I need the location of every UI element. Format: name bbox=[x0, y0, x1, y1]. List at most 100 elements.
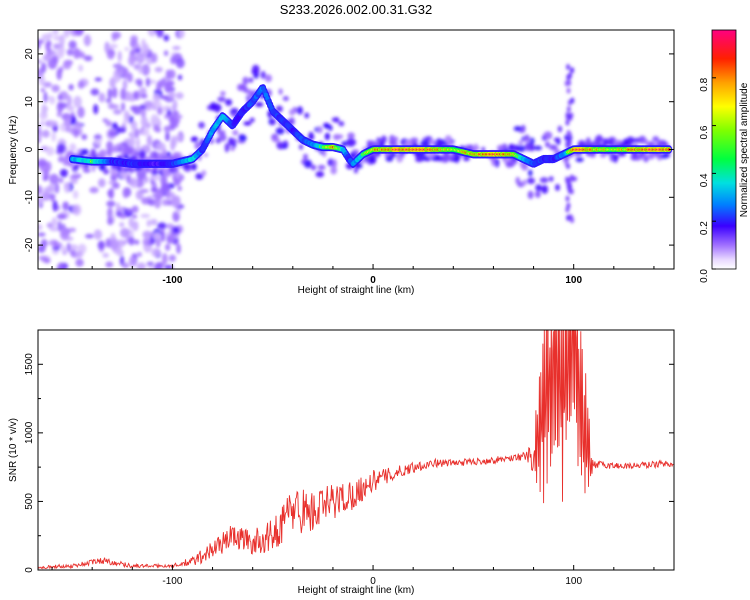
spectrogram-noise-blob bbox=[130, 120, 138, 130]
spectrogram-noise-blob bbox=[123, 110, 130, 121]
spectrogram-noise-blob bbox=[150, 174, 161, 181]
colorbar-tick-label: 0.6 bbox=[699, 125, 710, 139]
spectrogram-noise-blob bbox=[122, 187, 129, 199]
spectrogram-halo-blob bbox=[106, 147, 112, 156]
spectrogram-noise-blob bbox=[112, 144, 119, 153]
spectrogram-halo-blob bbox=[543, 131, 553, 140]
spectrogram-noise-blob bbox=[94, 77, 103, 82]
spectrogram-halo-blob bbox=[278, 88, 283, 95]
spectrogram-noise-blob bbox=[130, 35, 138, 43]
spectrogram-streak-blob bbox=[566, 214, 571, 221]
spectrogram-noise-blob bbox=[143, 100, 154, 108]
spectrogram-halo-blob bbox=[275, 105, 283, 113]
spectrogram-noise-blob bbox=[56, 262, 66, 269]
spectrogram-noise-blob bbox=[45, 41, 51, 51]
spectrogram-noise-blob bbox=[128, 255, 137, 268]
spectrogram-noise-blob bbox=[40, 87, 46, 93]
spectrogram-halo-blob bbox=[505, 161, 515, 167]
spectrogram-noise-blob bbox=[66, 48, 74, 56]
spectrogram-xtick-label: -100 bbox=[162, 275, 182, 286]
spectrogram-halo-blob bbox=[518, 139, 524, 146]
spectrogram-noise-blob bbox=[72, 190, 79, 199]
spectrogram-ridge bbox=[68, 84, 673, 169]
spectrogram-halo-blob bbox=[528, 169, 533, 177]
spectrogram-halo-blob bbox=[549, 144, 558, 151]
spectrogram-halo-blob bbox=[254, 102, 264, 108]
spectrogram-noise-blob bbox=[58, 66, 64, 73]
spectrogram-noise-blob bbox=[77, 80, 85, 89]
spectrogram-noise-blob bbox=[43, 258, 51, 264]
spectrogram-halo-blob bbox=[270, 119, 276, 126]
colorbar-ticks: 0.0 0.2 0.4 0.6 0.8 bbox=[699, 77, 716, 283]
spectrogram-halo-blob bbox=[389, 153, 398, 158]
spectrogram-noise-blob bbox=[135, 137, 141, 149]
colorbar-gradient bbox=[711, 29, 737, 270]
spectrogram-noise-blob bbox=[141, 38, 146, 48]
spectrogram-halo-blob bbox=[249, 117, 255, 123]
spectrogram-halo-blob bbox=[424, 156, 432, 162]
spectrogram-halo-blob bbox=[195, 173, 203, 180]
spectrogram-halo-blob bbox=[248, 77, 254, 83]
spectrogram-noise-blob bbox=[41, 191, 51, 201]
spectrogram-streak-blob bbox=[569, 174, 574, 181]
spectrogram-streak-blob bbox=[566, 106, 571, 113]
spectrogram-halo-blob bbox=[396, 154, 404, 163]
spectrogram-noise-blob bbox=[108, 43, 118, 49]
spectrogram-ytick-label: 20 bbox=[24, 48, 35, 60]
spectrogram-noise-blob bbox=[66, 105, 75, 112]
spectrogram-halo-blob bbox=[272, 138, 281, 143]
spectrogram-streak-blob bbox=[568, 72, 573, 79]
spectrogram-streak-blob bbox=[565, 119, 570, 126]
spectrogram-streak-blob bbox=[565, 195, 570, 202]
spectrogram-halo-blob bbox=[243, 121, 252, 126]
snr-ytick-label: 1500 bbox=[24, 353, 35, 376]
spectrogram-halo-blob bbox=[524, 134, 530, 141]
ridge-core-blob bbox=[667, 148, 671, 151]
spectrogram-halo-blob bbox=[164, 169, 169, 177]
spectrogram-noise-blob bbox=[122, 262, 130, 269]
spectrogram-noise-blob bbox=[177, 74, 183, 81]
spectrogram-halo-blob bbox=[138, 149, 146, 159]
spectrogram-noise-blob bbox=[177, 185, 182, 191]
spectrogram-noise-blob bbox=[83, 55, 93, 62]
spectrogram-halo-blob bbox=[446, 154, 456, 160]
spectrogram-noise-blob bbox=[127, 208, 132, 213]
spectrogram-noise-blob bbox=[49, 50, 57, 55]
snr-xtick-label: 0 bbox=[370, 576, 376, 587]
spectrogram-halo-blob bbox=[190, 136, 199, 143]
spectrogram-noise-blob bbox=[140, 107, 147, 119]
spectrogram-noise-blob bbox=[38, 39, 45, 45]
spectrogram-halo-blob bbox=[324, 123, 331, 129]
spectrogram-noise-blob bbox=[112, 182, 120, 189]
spectrogram-noise-blob bbox=[54, 182, 60, 194]
spectrogram-noise-blob bbox=[40, 120, 45, 127]
spectrogram-halo-blob bbox=[324, 132, 331, 141]
spectrogram-halo-blob bbox=[338, 120, 345, 127]
spectrogram-streak-blob bbox=[566, 163, 571, 170]
spectrogram-noise-blob bbox=[158, 79, 164, 89]
snr-frame bbox=[37, 329, 675, 571]
spectrogram-halo-blob bbox=[82, 168, 91, 173]
spectrogram-noise-blob bbox=[156, 142, 166, 152]
spectrogram-noise-blob bbox=[68, 40, 77, 49]
spectrogram-halo-blob bbox=[191, 162, 197, 170]
spectrogram-noise-blob bbox=[111, 122, 118, 130]
spectrogram-noise-blob bbox=[58, 177, 64, 184]
spectrogram-noise-blob bbox=[172, 227, 180, 233]
spectrogram-noise-blob bbox=[122, 67, 129, 80]
spectrogram-noise-blob bbox=[63, 181, 71, 193]
spectrogram-noise-blob bbox=[111, 31, 121, 39]
spectrogram-noise-blob bbox=[163, 34, 170, 42]
spectrogram-noise-blob bbox=[66, 95, 72, 107]
spectrogram-halo-blob bbox=[622, 138, 629, 147]
spectrogram-halo-blob bbox=[522, 179, 527, 186]
spectrogram-noise-blob bbox=[150, 247, 161, 257]
spectrogram-halo-blob bbox=[535, 184, 542, 192]
spectrogram-streak-blob bbox=[570, 67, 575, 74]
spectrogram-noise-blob bbox=[146, 219, 151, 227]
spectrogram-noise-blob bbox=[160, 230, 166, 242]
spectrogram-halo-blob bbox=[533, 145, 543, 151]
